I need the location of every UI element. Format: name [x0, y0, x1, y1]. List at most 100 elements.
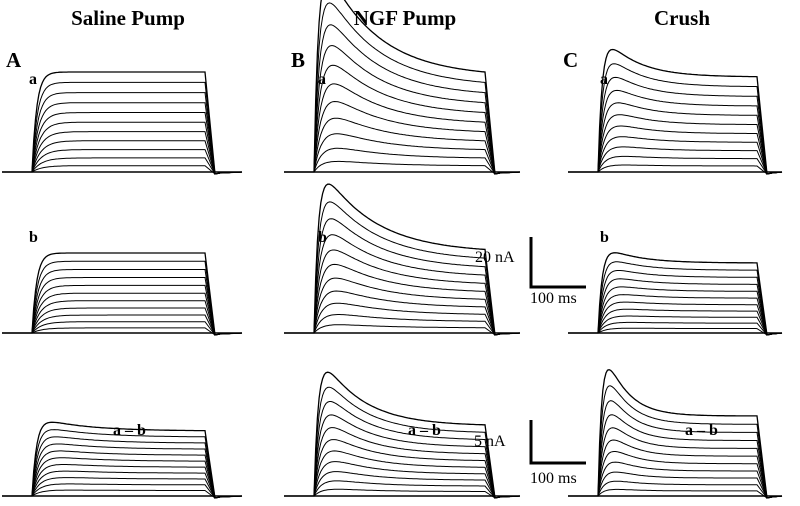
current-trace	[2, 300, 243, 336]
current-trace	[568, 102, 783, 175]
current-trace	[2, 436, 243, 499]
panel-letter-c: C	[563, 48, 579, 72]
current-trace	[284, 2, 521, 175]
current-trace	[284, 64, 521, 175]
current-trace	[568, 146, 783, 175]
current-trace	[568, 164, 783, 175]
current-trace	[284, 218, 521, 336]
row-label-diff-col-c: a – b	[685, 422, 718, 439]
current-trace	[284, 160, 521, 175]
current-trace	[284, 249, 521, 336]
current-trace	[2, 429, 243, 499]
current-trace	[2, 450, 243, 499]
current-trace	[284, 439, 521, 499]
panel-letter-a: A	[6, 48, 22, 72]
current-trace	[2, 92, 243, 175]
current-trace	[568, 427, 783, 499]
current-trace	[2, 121, 243, 175]
current-trace	[2, 443, 243, 499]
current-trace	[2, 470, 243, 499]
panel-a-b	[2, 252, 243, 336]
current-trace	[284, 263, 521, 336]
row-label-b-col-b: b	[318, 229, 327, 246]
current-trace	[284, 461, 521, 499]
trace-layer	[2, 0, 783, 499]
current-trace	[284, 201, 521, 336]
current-trace	[284, 480, 521, 499]
current-trace	[568, 125, 783, 175]
column-title-crush: Crush	[653, 6, 711, 30]
current-trace	[568, 261, 783, 336]
current-trace	[568, 136, 783, 175]
current-trace	[568, 385, 783, 499]
panel-b-b	[284, 183, 521, 336]
current-trace	[284, 133, 521, 175]
current-trace	[2, 269, 243, 336]
current-trace	[284, 302, 521, 336]
current-trace	[2, 157, 243, 175]
panel-letter-b: B	[291, 48, 306, 72]
current-trace	[284, 290, 521, 336]
current-trace	[568, 155, 783, 175]
current-trace	[568, 114, 783, 175]
current-trace	[284, 488, 521, 499]
current-trace	[284, 471, 521, 499]
panel-c-a-minus-b	[568, 369, 783, 499]
scale-bar-top	[529, 237, 586, 289]
current-trace	[284, 117, 521, 175]
current-trace	[568, 327, 783, 336]
current-trace	[568, 480, 783, 499]
current-trace	[2, 292, 243, 336]
row-label-a-col-a: a	[29, 71, 37, 88]
row-label-b-col-c: b	[600, 229, 609, 246]
current-trace	[284, 234, 521, 336]
current-trace	[568, 252, 783, 336]
current-trace	[284, 183, 521, 336]
current-trace	[284, 450, 521, 499]
current-trace	[284, 386, 521, 499]
panel-c-b	[568, 252, 783, 336]
current-trace	[568, 89, 783, 175]
scale-bar-bottom-amplitude: 5 nA	[474, 433, 506, 450]
current-trace	[2, 284, 243, 336]
current-trace	[2, 477, 243, 499]
current-trace	[2, 327, 243, 336]
current-trace	[2, 131, 243, 175]
current-trace	[568, 369, 783, 499]
current-trace	[2, 489, 243, 499]
current-trace	[284, 147, 521, 175]
current-trace	[284, 371, 521, 499]
panel-a-a-minus-b	[2, 421, 243, 499]
current-trace	[2, 112, 243, 175]
current-trace	[568, 308, 783, 336]
current-trace	[568, 414, 783, 499]
panel-b-a	[284, 0, 521, 175]
current-trace	[568, 63, 783, 175]
row-label-a-col-b: a	[318, 71, 326, 88]
current-trace	[284, 401, 521, 499]
row-label-a-col-c: a	[600, 71, 608, 88]
panel-c-a	[568, 48, 783, 175]
row-label-b-col-a: b	[29, 229, 38, 246]
current-trace	[284, 0, 521, 175]
current-trace	[2, 140, 243, 175]
current-trace	[284, 324, 521, 336]
current-trace	[284, 24, 521, 175]
current-trace	[568, 301, 783, 336]
current-trace	[2, 252, 243, 336]
current-trace	[2, 457, 243, 499]
current-trace	[2, 314, 243, 336]
current-trace	[568, 270, 783, 336]
current-trace	[284, 277, 521, 336]
current-trace	[2, 464, 243, 499]
current-trace	[568, 286, 783, 336]
panel-a-a	[2, 71, 243, 175]
current-trace	[568, 488, 783, 499]
current-trace	[568, 439, 783, 499]
current-trace	[568, 471, 783, 499]
current-trace	[568, 315, 783, 336]
current-trace	[568, 451, 783, 499]
column-title-ngf-pump: NGF Pump	[353, 6, 457, 30]
current-trace	[2, 321, 243, 336]
